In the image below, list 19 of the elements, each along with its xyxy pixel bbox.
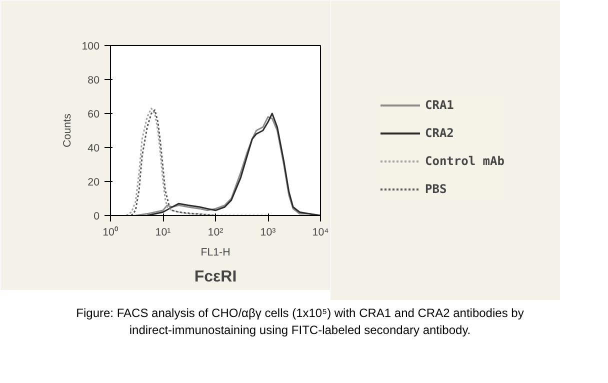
y-tick-label: 60 [88,108,100,120]
text: Figure: FACS analysis of CHO/αβγ cells (1x10⁵) with CRA1 and CRA2 antibodies by indirect-immunostaining using FITC-labeled secondary antibody. [75,305,525,340]
y-axis-title: Counts [62,114,74,148]
x-tick-label: 10² [208,226,224,238]
text: FcεRI [194,268,237,286]
x-axis-title: FL1-H [200,246,230,258]
y-tick-label: 40 [88,142,100,154]
y-tick-label: 20 [88,176,100,188]
y-tick-label: 100 [82,40,100,52]
x-tick-label: 10⁰ [102,226,118,238]
legend-label: PBS [425,182,447,196]
legend-label: CRA2 [425,126,454,140]
y-tick-label: 80 [88,74,100,86]
legend-label: Control mAb [425,154,504,168]
x-tick-label: 10¹ [155,226,172,238]
x-tick-label: 10³ [260,226,276,238]
y-tick-label: 0 [94,210,100,222]
legend-label: CRA1 [425,98,454,112]
x-tick-label: 10⁴ [312,226,330,238]
